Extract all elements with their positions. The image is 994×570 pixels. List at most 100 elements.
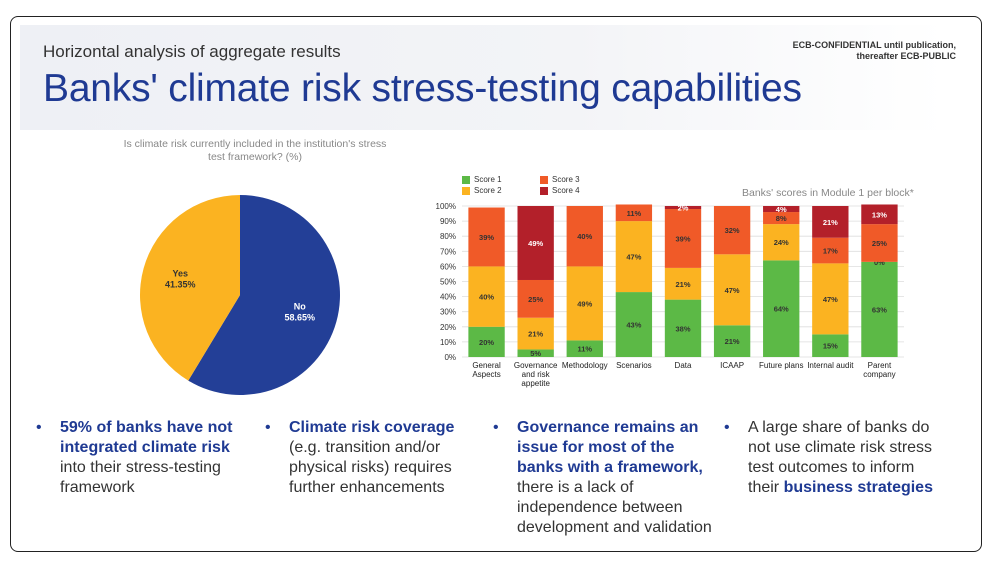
- bar-data-label: 25%: [528, 295, 543, 304]
- bar-data-label: 64%: [774, 305, 789, 314]
- x-tick-label: Methodology: [562, 361, 608, 370]
- x-tick-label: and risk: [522, 370, 551, 379]
- bar-segment-score-1: [861, 261, 898, 357]
- bullet-marker: •: [36, 419, 42, 436]
- legend-label: Score 4: [552, 186, 580, 195]
- legend-label: Score 2: [474, 186, 502, 195]
- legend-swatch: [540, 186, 548, 195]
- bar-segment-score-2: [615, 221, 653, 293]
- bar-segment-score-4: [763, 206, 800, 213]
- bar-data-label: 15%: [823, 342, 838, 351]
- pie-slice-label: No: [294, 302, 306, 312]
- bullet-marker: •: [265, 419, 271, 436]
- bar-segment-score-3: [861, 224, 898, 262]
- confidentiality-line-1: ECB-CONFIDENTIAL until publication,: [792, 40, 956, 50]
- x-tick-label: Governance: [514, 361, 558, 370]
- bullet-2-bold: Climate risk coverage: [289, 419, 455, 436]
- y-tick-label: 90%: [440, 217, 456, 226]
- bar-segment-score-4: [812, 206, 849, 238]
- bullet-3-text: there is a lack of independence between …: [517, 479, 712, 536]
- pie-slice-label: Yes: [173, 268, 189, 278]
- bar-segment-score-3: [664, 209, 702, 268]
- bar-segment-score-2: [763, 224, 800, 261]
- bullet-3-bold: Governance remains an issue for most of …: [517, 419, 703, 476]
- bar-data-label: 8%: [776, 214, 787, 223]
- bar-data-label: 32%: [725, 226, 740, 235]
- bar-segment-score-2: [713, 254, 751, 326]
- bar-segment-score-1: [517, 349, 554, 357]
- legend-item-score-1: Score 1: [462, 175, 502, 184]
- bar-data-label: 49%: [528, 239, 543, 248]
- bar-data-label: 24%: [774, 238, 789, 247]
- y-tick-label: 20%: [440, 323, 456, 332]
- bar-segment-score-2: [566, 266, 603, 341]
- x-tick-label: General: [472, 361, 501, 370]
- bar-segment-score-3: [468, 207, 505, 267]
- bar-data-label: 21%: [725, 337, 740, 346]
- bar-data-label: 20%: [479, 338, 494, 347]
- bar-segment-score-1: [812, 334, 849, 357]
- pie-slice-value: 41.35%: [165, 279, 196, 289]
- y-tick-label: 60%: [440, 262, 456, 271]
- bar-data-label: 11%: [627, 209, 642, 218]
- x-tick-label: ICAAP: [720, 361, 744, 370]
- bar-segment-score-2: [812, 263, 849, 335]
- bullet-1: • 59% of banks have not integrated clima…: [36, 418, 255, 498]
- x-tick-label: Data: [675, 361, 692, 370]
- bar-data-label: 47%: [725, 286, 740, 295]
- x-tick-label: Aspects: [472, 370, 500, 379]
- bar-data-label: 40%: [577, 232, 592, 241]
- bar-segment-score-1: [566, 340, 603, 357]
- legend-swatch: [540, 175, 548, 184]
- bar-segment-score-1: [468, 326, 505, 357]
- slide-title: Banks' climate risk stress-testing capab…: [43, 67, 802, 110]
- bar-segment-score-4: [861, 204, 898, 225]
- x-tick-label: Scenarios: [616, 361, 652, 370]
- bullet-4: • A large share of banks do not use clim…: [724, 418, 948, 498]
- y-tick-label: 30%: [440, 308, 456, 317]
- bar-segment-score-3: [812, 237, 849, 264]
- bar-data-label: 47%: [626, 253, 641, 262]
- legend-label: Score 3: [552, 175, 580, 184]
- bar-data-label: 13%: [872, 210, 887, 219]
- bar-data-label: 17%: [823, 247, 838, 256]
- pie-chart-title: Is climate risk currently included in th…: [123, 138, 387, 163]
- bar-segment-score-2: [517, 317, 554, 350]
- y-tick-label: 70%: [440, 247, 456, 256]
- confidentiality-line-2: thereafter ECB-PUBLIC: [856, 51, 956, 61]
- title-banner: [20, 25, 945, 130]
- bar-segment-score-3: [615, 204, 653, 222]
- bar-segment-score-1: [713, 325, 751, 357]
- bullet-marker: •: [493, 419, 499, 436]
- bar-data-label: 21%: [823, 218, 838, 227]
- bar-data-label: 2%: [678, 204, 689, 213]
- bar-data-label: 47%: [823, 295, 838, 304]
- bar-data-label: 40%: [479, 293, 494, 302]
- legend-item-score-3: Score 3: [540, 175, 580, 184]
- bar-segment-score-1: [664, 299, 702, 357]
- y-tick-label: 0%: [444, 353, 456, 362]
- legend-label: Score 1: [474, 175, 502, 184]
- slide-subtitle: Horizontal analysis of aggregate results: [43, 42, 341, 61]
- bar-data-label: 39%: [479, 233, 494, 242]
- y-tick-label: 10%: [440, 338, 456, 347]
- bullet-4-text: A large share of banks do not use climat…: [748, 419, 933, 496]
- bar-data-label: 21%: [528, 330, 543, 339]
- bar-segment-score-2: [664, 267, 702, 300]
- y-tick-label: 40%: [440, 293, 456, 302]
- bar-data-label: 38%: [675, 324, 690, 333]
- bar-data-label: 5%: [530, 349, 541, 358]
- bar-data-label: 11%: [577, 345, 592, 354]
- bar-segment-score-1: [615, 292, 653, 357]
- x-tick-label: Parent: [868, 361, 892, 370]
- bullet-1-text: into their stress-testing framework: [60, 459, 221, 496]
- bar-data-label: 0%: [874, 258, 885, 267]
- bar-segment-score-4: [664, 206, 702, 210]
- bar-data-label: 63%: [872, 305, 887, 314]
- bar-segment-score-3: [517, 279, 554, 318]
- bullet-1-bold: 59% of banks have not integrated climate…: [60, 419, 233, 456]
- legend-swatch: [462, 175, 470, 184]
- stacked-bar-chart: 0% 10% 20% 30% 40% 50% 60% 70% 80% 90% 100% 20% 40% 3…: [436, 202, 904, 388]
- bar-segment-score-3: [566, 206, 603, 267]
